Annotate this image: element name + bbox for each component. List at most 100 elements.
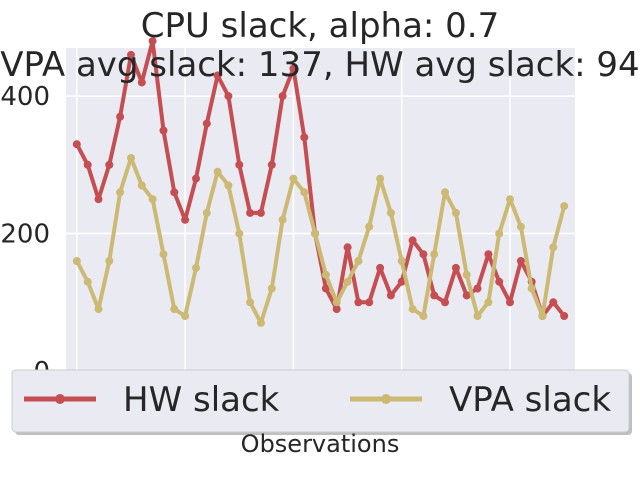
data-point	[235, 229, 244, 238]
data-point	[354, 298, 363, 307]
data-point	[419, 312, 428, 320]
data-point	[451, 208, 460, 217]
data-point	[72, 140, 81, 149]
data-point	[170, 188, 179, 197]
data-point	[527, 284, 536, 293]
data-point	[116, 112, 125, 121]
data-point	[159, 250, 168, 259]
data-point	[213, 167, 222, 176]
data-point	[192, 174, 200, 183]
data-point	[430, 250, 439, 259]
data-point	[506, 195, 514, 204]
series-layer	[72, 37, 569, 327]
data-point	[148, 37, 157, 46]
data-point	[484, 250, 493, 259]
data-point	[94, 195, 103, 204]
plot-background	[66, 48, 575, 371]
data-point	[278, 215, 287, 224]
y-tick-label: 200	[0, 220, 50, 250]
legend-hw-marker	[55, 394, 65, 404]
data-point	[267, 160, 276, 169]
data-point	[127, 154, 135, 162]
legend-vpa-marker	[381, 394, 391, 404]
data-point	[549, 298, 558, 307]
data-point	[332, 298, 341, 307]
legend-frame	[11, 369, 630, 433]
data-point	[397, 257, 406, 265]
data-point	[94, 305, 103, 314]
data-point	[365, 298, 374, 307]
data-point	[321, 284, 330, 293]
data-point	[397, 277, 406, 286]
legend-hw-label: HW slack	[123, 380, 280, 420]
data-point	[148, 195, 157, 204]
data-point	[365, 222, 374, 231]
data-point	[300, 188, 309, 197]
data-point	[376, 174, 385, 183]
data-point	[289, 174, 298, 183]
data-point	[235, 160, 244, 169]
data-point	[386, 291, 395, 300]
data-point	[105, 160, 114, 169]
data-point	[246, 298, 255, 307]
data-point	[386, 208, 395, 217]
data-point	[451, 263, 460, 272]
data-point	[311, 229, 320, 238]
data-point	[343, 277, 352, 286]
data-point	[560, 312, 569, 320]
data-point	[170, 305, 179, 314]
legend-vpa-label: VPA slack	[449, 380, 611, 420]
chart-title-line2: VPA avg slack: 137, HW avg slack: 94	[0, 45, 639, 85]
data-point	[473, 284, 482, 293]
series-vpa	[72, 154, 569, 327]
data-point	[83, 277, 92, 286]
data-point	[495, 277, 504, 286]
data-point	[419, 250, 428, 259]
data-point	[192, 263, 200, 272]
data-point	[408, 305, 417, 314]
data-point	[408, 236, 417, 245]
data-point	[332, 305, 341, 314]
data-point	[202, 119, 211, 128]
y-tick-labels: 0200400	[0, 82, 50, 387]
data-point	[224, 181, 233, 190]
data-point	[224, 92, 233, 101]
data-point	[376, 263, 385, 272]
data-point	[473, 312, 482, 320]
y-tick-label: 400	[0, 82, 50, 112]
data-point	[105, 257, 114, 265]
data-point	[462, 291, 471, 300]
data-point	[278, 92, 287, 101]
data-point	[506, 298, 514, 307]
data-point	[72, 257, 81, 265]
data-point	[202, 208, 211, 217]
data-point	[127, 50, 135, 59]
data-point	[549, 243, 558, 252]
data-point	[289, 64, 298, 73]
data-point	[213, 71, 222, 80]
data-point	[300, 133, 309, 142]
data-point	[246, 208, 255, 217]
data-point	[267, 284, 276, 293]
data-point	[256, 318, 265, 327]
data-point	[256, 208, 265, 217]
data-point	[516, 257, 525, 265]
data-point	[538, 312, 547, 320]
data-point	[343, 243, 352, 252]
x-axis-label: Observations	[241, 430, 400, 458]
data-point	[516, 222, 525, 231]
data-point	[159, 126, 168, 135]
data-point	[560, 202, 569, 211]
data-point	[181, 215, 190, 224]
data-point	[83, 160, 92, 169]
chart-title-line1: CPU slack, alpha: 0.7	[141, 6, 500, 46]
series-line	[75, 156, 567, 325]
data-point	[321, 270, 330, 279]
data-point	[462, 270, 471, 279]
data-point	[116, 188, 125, 197]
data-point	[484, 298, 493, 307]
data-point	[354, 257, 363, 265]
data-point	[441, 188, 449, 197]
data-point	[441, 298, 449, 307]
